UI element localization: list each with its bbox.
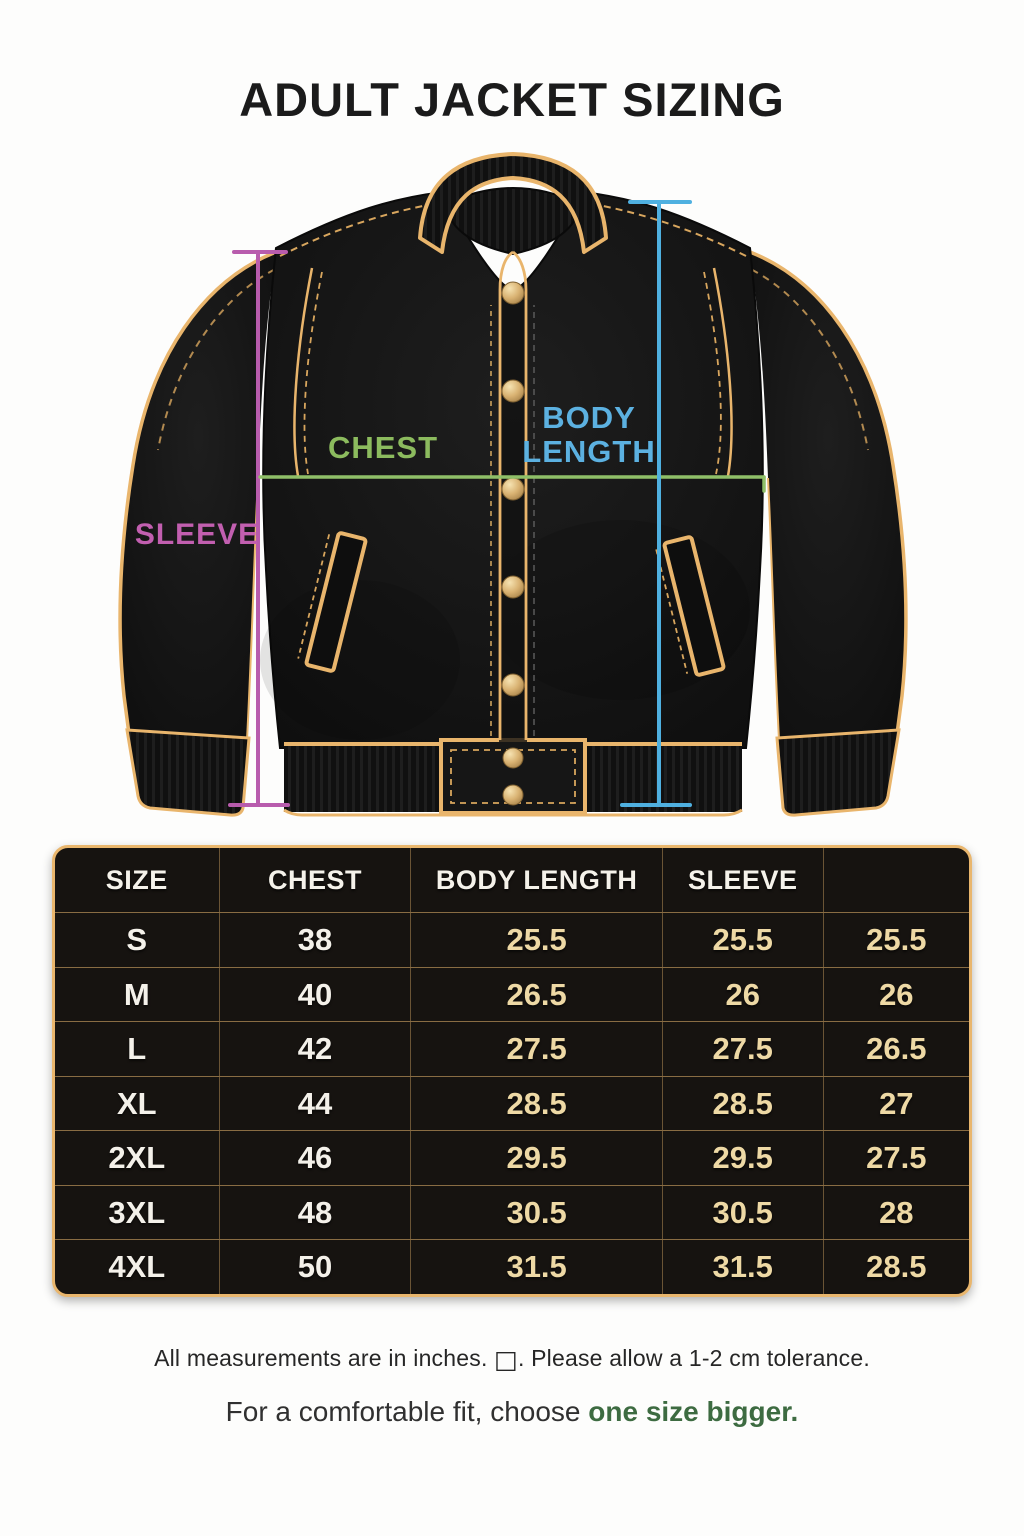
table-cell: 28: [879, 1194, 914, 1230]
table-cell: 28.5: [866, 1249, 927, 1285]
fit-note-prefix: For a comfortable fit, choose: [225, 1396, 589, 1427]
sleeve-label: SLEEVE: [135, 518, 259, 551]
table-cell: 3XL: [55, 1185, 220, 1240]
table-cell: 30.5: [411, 1185, 663, 1240]
table-cell: 48: [220, 1185, 412, 1240]
table-cell: S: [55, 913, 220, 967]
table-cell: 26: [879, 976, 914, 1012]
table-cell: XL: [55, 1076, 220, 1131]
table-row: 2XL 46 29.5 29.5 27.5: [55, 1130, 969, 1185]
page-title: ADULT JACKET SIZING: [239, 73, 785, 126]
table-cell: 25.5: [663, 913, 824, 967]
table-cell: L: [55, 1022, 220, 1076]
chest-measure-line: [258, 475, 766, 493]
table-cell: 27.5: [411, 1022, 663, 1076]
table-cell: 42: [220, 1022, 412, 1076]
missing-glyph-box: □: [494, 1345, 518, 1374]
measurements-note-suffix: . Please allow a 1-2 cm tolerance.: [517, 1345, 870, 1371]
table-row: 3XL 48 30.5 30.5 28: [55, 1184, 969, 1240]
header-cell-size: SIZE: [55, 848, 220, 913]
table-cell: 28.5: [663, 1076, 824, 1131]
fit-note-emphasis: one size bigger.: [588, 1396, 799, 1427]
placket: [490, 250, 535, 806]
jacket-illustration: CHEST BODY LENGTH SLEEVE: [0, 140, 1024, 840]
body-length-label-line2: LENGTH: [522, 434, 655, 469]
table-cell: 31.5: [411, 1240, 663, 1294]
jacket-svg: CHEST BODY LENGTH SLEEVE: [118, 152, 908, 817]
right-pocket: [655, 535, 726, 677]
size-table: SIZE CHEST BODY LENGTH SLEEVE S 38 25.5 25.…: [52, 845, 972, 1297]
header-cell-sleeve: SLEEVE: [663, 848, 824, 913]
table-cell: 25.5: [411, 913, 663, 967]
table-cell: 25.5: [866, 922, 927, 958]
header-cell-extra: [824, 848, 969, 912]
table-cell: 26.5: [411, 967, 663, 1022]
table-row: S 38 25.5 25.5 25.5: [55, 912, 969, 967]
table-cell: 26.5: [866, 1031, 927, 1067]
table-cell: 38: [220, 913, 412, 967]
table-cell: 50: [220, 1240, 412, 1294]
table-cell: 27.5: [866, 1140, 927, 1176]
table-row: L 42 27.5 27.5 26.5: [55, 1021, 969, 1076]
table-cell: 2XL: [55, 1131, 220, 1185]
table-cell: 40: [220, 967, 412, 1022]
table-cell: 28.5: [411, 1076, 663, 1131]
measurements-note: All measurements are in inches. □. Pleas…: [0, 1345, 1024, 1372]
table-cell: 30.5: [663, 1185, 824, 1240]
table-cell: M: [55, 967, 220, 1022]
table-row: M 40 26.5 26 26: [55, 966, 969, 1022]
table-cell: 29.5: [663, 1131, 824, 1185]
table-cell: 27: [879, 1085, 914, 1121]
table-row: XL 44 28.5 28.5 27: [55, 1075, 969, 1131]
header-cell-body-length: BODY LENGTH: [411, 848, 663, 913]
right-sleeve: [739, 250, 908, 817]
table-cell: 4XL: [55, 1240, 220, 1294]
measurements-note-prefix: All measurements are in inches.: [154, 1345, 495, 1371]
sleeve-measure-line: [228, 250, 290, 807]
table-header-row: SIZE CHEST BODY LENGTH SLEEVE: [55, 848, 969, 913]
table-cell: 44: [220, 1076, 412, 1131]
body-length-label-line1: BODY: [542, 400, 636, 435]
table-row: 4XL 50 31.5 31.5 28.5: [55, 1239, 969, 1294]
header-cell-chest: CHEST: [220, 848, 412, 913]
table-cell: 29.5: [411, 1131, 663, 1185]
size-table-body: S 38 25.5 25.5 25.5 M 40 26.5 26 26 L 42 27.5 27.5 26.…: [55, 912, 969, 1294]
left-pocket: [297, 531, 368, 673]
table-cell: 26: [663, 967, 824, 1022]
table-cell: 46: [220, 1131, 412, 1185]
fit-note: For a comfortable fit, choose one size b…: [0, 1396, 1024, 1428]
snap-buttons: [501, 281, 525, 806]
collar: [418, 152, 608, 256]
table-cell: 31.5: [663, 1240, 824, 1294]
chest-label: CHEST: [328, 430, 438, 465]
body-length-measure-line: [620, 200, 692, 807]
table-cell: 27.5: [663, 1022, 824, 1076]
left-sleeve: [118, 250, 287, 817]
